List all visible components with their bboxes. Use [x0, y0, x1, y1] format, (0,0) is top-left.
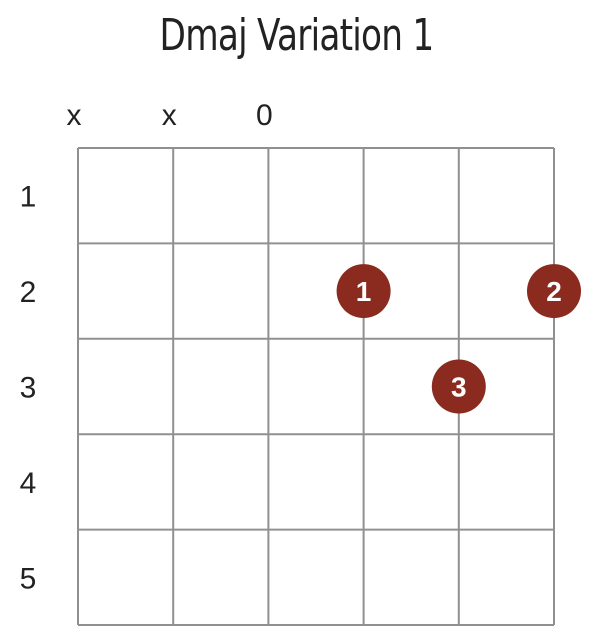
finger-dot-circle: [336, 264, 391, 319]
finger-dot-2: 2: [527, 264, 581, 319]
fret-label-4: 4: [20, 467, 37, 500]
finger-number: 2: [546, 276, 562, 307]
fret-label-5: 5: [20, 562, 37, 595]
finger-dot-3: 3: [431, 359, 486, 414]
finger-dots: 1 2 3: [336, 264, 581, 414]
fret-labels: 1 2 3 4 5: [20, 181, 37, 596]
finger-dot-circle: [527, 264, 581, 319]
string-marker-1: x: [67, 99, 82, 132]
finger-dot-circle: [431, 359, 486, 414]
fret-label-2: 2: [20, 276, 37, 309]
finger-number: 1: [356, 276, 372, 307]
fret-label-1: 1: [20, 181, 37, 214]
string-markers: x x 0: [67, 99, 273, 132]
fret-label-3: 3: [20, 372, 37, 405]
finger-dot-1: 1: [336, 264, 391, 319]
chord-title: Dmaj Variation 1: [159, 10, 435, 61]
finger-number: 3: [451, 372, 467, 403]
string-marker-2: x: [162, 99, 177, 132]
fretboard-grid: [77, 147, 555, 626]
string-marker-3: 0: [256, 99, 273, 132]
